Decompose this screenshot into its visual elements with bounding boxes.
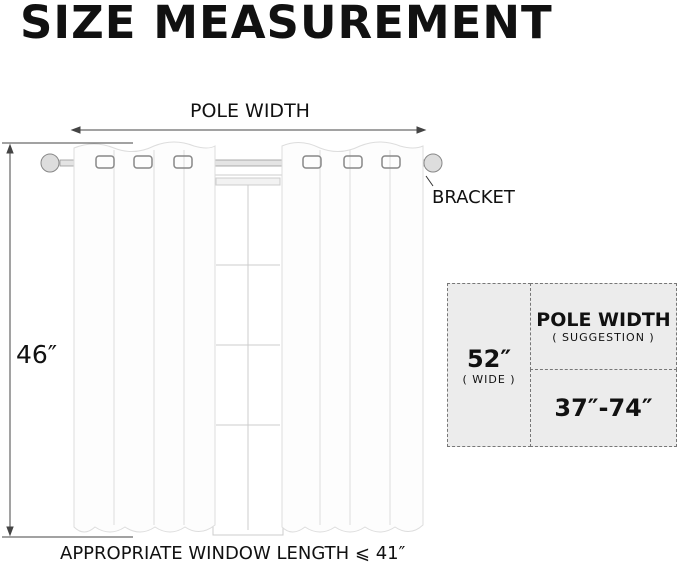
window-length-label: APPROPRIATE WINDOW LENGTH ⩽ 41″	[60, 543, 406, 564]
curtain-rod	[40, 153, 443, 173]
right-curtain-panel	[281, 141, 424, 533]
pole-width-title: POLE WIDTH	[536, 309, 671, 331]
left-finial	[40, 153, 60, 173]
left-curtain-panel	[73, 141, 216, 533]
pole-width-arrow	[70, 126, 427, 134]
right-finial	[423, 153, 443, 173]
pole-range-box: 37″-74″	[530, 369, 677, 447]
pole-width-note: ( SUGGESTION )	[552, 331, 655, 344]
pole-width-label: POLE WIDTH	[190, 100, 310, 122]
height-label: 46″	[16, 340, 58, 369]
window	[212, 174, 284, 536]
width-value: 52″	[466, 344, 512, 373]
pole-width-box: POLE WIDTH ( SUGGESTION )	[530, 283, 677, 370]
bracket-pointer	[425, 175, 434, 187]
width-note: ( WIDE )	[462, 372, 516, 386]
bracket-label: BRACKET	[432, 187, 515, 208]
height-arrow	[2, 142, 133, 538]
grommets	[95, 155, 401, 169]
width-box: 52″ ( WIDE )	[447, 283, 531, 447]
page-title: SIZE MEASUREMENT	[20, 0, 553, 49]
pole-range-value: 37″-74″	[554, 394, 653, 422]
